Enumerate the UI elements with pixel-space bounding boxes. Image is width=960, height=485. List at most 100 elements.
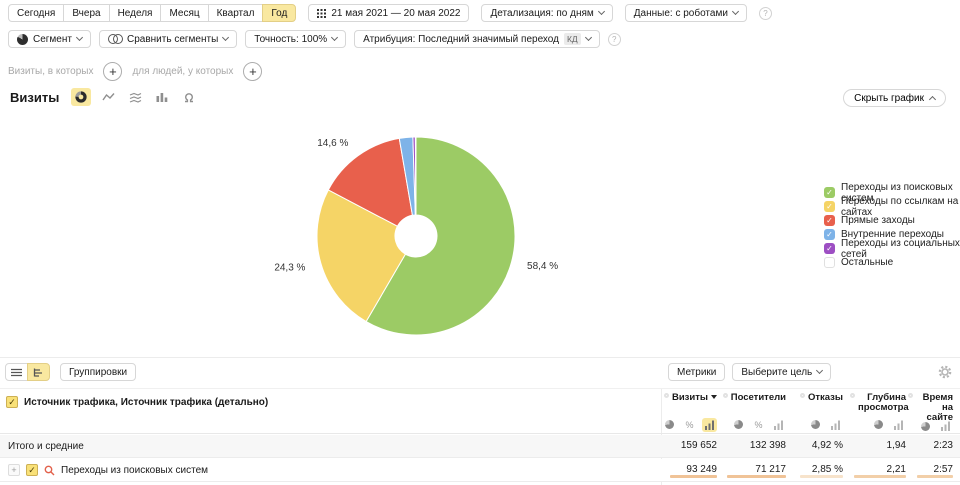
data-mode-dropdown[interactable]: Данные: с роботами bbox=[624, 4, 747, 22]
tree-view-icon bbox=[33, 368, 42, 377]
preset-week-button[interactable]: Неделя bbox=[108, 4, 162, 22]
select-all-checkbox[interactable] bbox=[6, 396, 18, 408]
legend-item[interactable]: Остальные bbox=[824, 257, 960, 268]
legend-item[interactable]: Переходы из поисковых систем bbox=[824, 182, 960, 204]
bars-icon bbox=[704, 420, 714, 430]
bars-view-toggle[interactable] bbox=[891, 418, 906, 432]
detalization-dropdown[interactable]: Детализация: по дням bbox=[481, 4, 613, 22]
chart-type-map-button[interactable] bbox=[179, 88, 199, 106]
percent-view-toggle[interactable] bbox=[751, 418, 766, 432]
mini-pie-icon bbox=[734, 420, 743, 429]
legend-checkbox[interactable] bbox=[824, 229, 835, 240]
legend-checkbox[interactable] bbox=[824, 215, 835, 226]
hide-chart-button[interactable]: Скрыть график bbox=[843, 89, 946, 107]
preset-month-button[interactable]: Месяц bbox=[160, 4, 209, 22]
pie-view-toggle[interactable] bbox=[731, 418, 746, 432]
date-range-picker-button[interactable]: 21 мая 2021 — 20 мая 2022 bbox=[308, 4, 470, 22]
column-header-visitors[interactable]: Посетители bbox=[722, 392, 786, 417]
pie-slice[interactable] bbox=[365, 136, 516, 336]
row-checkbox[interactable] bbox=[26, 464, 38, 476]
mini-pie-icon bbox=[665, 420, 674, 429]
add-people-filter-button[interactable] bbox=[243, 62, 263, 81]
legend-checkbox[interactable] bbox=[824, 187, 835, 198]
select-goal-dropdown[interactable]: Выберите цель bbox=[732, 363, 832, 381]
bars-icon bbox=[893, 420, 903, 430]
chart-type-lines-button[interactable] bbox=[98, 88, 118, 106]
totals-visits: 159 652 bbox=[680, 440, 717, 451]
segment-dropdown[interactable]: Сегмент bbox=[8, 30, 91, 48]
bars-icon bbox=[940, 421, 950, 431]
view-tree-button[interactable] bbox=[27, 363, 50, 381]
compare-segments-dropdown[interactable]: Сравнить сегменты bbox=[98, 30, 238, 48]
chart-type-pie-button[interactable] bbox=[71, 88, 92, 106]
totals-label-cell: Итого и средние bbox=[8, 435, 84, 457]
expand-row-button[interactable] bbox=[8, 464, 20, 476]
legend-checkbox[interactable] bbox=[824, 243, 835, 254]
metric-columns-header: Визиты Посетители bbox=[662, 389, 955, 433]
list-view-icon bbox=[11, 368, 22, 376]
legend-item[interactable]: Переходы по ссылкам на сайтах bbox=[824, 196, 960, 218]
column-header-bounces[interactable]: Отказы bbox=[799, 393, 843, 417]
bars-view-toggle[interactable] bbox=[771, 418, 786, 432]
pie-slice[interactable] bbox=[316, 189, 407, 323]
chart-type-columns-button[interactable] bbox=[152, 88, 172, 106]
attribution-dropdown[interactable]: Атрибуция: Последний значимый переход КД bbox=[354, 30, 600, 48]
column-header-time[interactable]: Время на сайте bbox=[908, 393, 953, 423]
groupings-button[interactable]: Группировки bbox=[60, 363, 137, 381]
row-visitors: 71 217 bbox=[755, 464, 786, 475]
bars-view-toggle[interactable] bbox=[702, 417, 717, 432]
preset-quarter-button[interactable]: Квартал bbox=[207, 4, 264, 22]
pie-view-toggle[interactable] bbox=[808, 418, 823, 432]
legend-label: Переходы из поисковых систем bbox=[841, 181, 953, 204]
table-row[interactable]: Переходы из поисковых систем 93 249 71 2… bbox=[0, 459, 960, 482]
add-visit-filter-button[interactable] bbox=[103, 62, 123, 81]
bars-view-toggle[interactable] bbox=[938, 419, 953, 433]
bars-view-toggle[interactable] bbox=[828, 418, 843, 432]
column-label: Посетители bbox=[730, 392, 786, 403]
chart-type-areas-button[interactable] bbox=[125, 88, 145, 106]
pie-slice[interactable] bbox=[414, 136, 417, 216]
legend-item[interactable]: Прямые заходы bbox=[824, 215, 960, 226]
pie-view-toggle[interactable] bbox=[918, 419, 933, 433]
visits-donut-chart[interactable]: 58,4 % 24,3 % 14,6 % bbox=[261, 120, 581, 352]
column-header-depth[interactable]: Глубина просмотра bbox=[850, 393, 909, 417]
totals-row: Итого и средние 159 652 132 398 4,92 % 1… bbox=[0, 435, 960, 458]
search-magnifier-icon[interactable] bbox=[44, 465, 55, 476]
metric-view-toggles bbox=[808, 417, 843, 432]
preset-today-button[interactable]: Сегодня bbox=[8, 4, 65, 22]
detalization-label: Детализация: по дням bbox=[490, 7, 594, 19]
legend-item[interactable]: Переходы из социальных сетей bbox=[824, 238, 960, 260]
map-pin-icon bbox=[185, 92, 194, 102]
preset-year-button[interactable]: Год bbox=[262, 4, 297, 22]
pie-view-toggle[interactable] bbox=[871, 418, 886, 432]
column-header-visits[interactable]: Визиты bbox=[663, 393, 717, 417]
compare-segments-icon bbox=[107, 34, 123, 44]
percent-view-toggle[interactable] bbox=[682, 418, 697, 432]
segment-label: Сегмент bbox=[33, 33, 72, 45]
value-bar bbox=[917, 475, 953, 478]
metric-info-icon bbox=[850, 393, 855, 398]
help-icon[interactable] bbox=[758, 6, 772, 20]
donut-chart-icon bbox=[75, 91, 87, 103]
metrics-button[interactable]: Метрики bbox=[668, 363, 726, 381]
legend-label: Переходы по ссылкам на сайтах bbox=[841, 195, 959, 218]
table-settings-button[interactable] bbox=[938, 365, 952, 382]
column-depth: Глубина просмотра bbox=[845, 389, 909, 433]
accuracy-dropdown[interactable]: Точность: 100% bbox=[245, 30, 347, 48]
chevron-down-icon bbox=[731, 7, 739, 16]
preset-yesterday-button[interactable]: Вчера bbox=[63, 4, 110, 22]
metric-view-toggles bbox=[918, 419, 953, 433]
compare-segments-label: Сравнить сегменты bbox=[126, 33, 219, 45]
legend-item[interactable]: Внутренние переходы bbox=[824, 229, 960, 240]
view-list-button[interactable] bbox=[5, 363, 28, 381]
value-bar bbox=[727, 475, 786, 478]
pie-slice[interactable] bbox=[327, 137, 414, 227]
pie-view-toggle[interactable] bbox=[662, 418, 677, 432]
totals-visitors: 132 398 bbox=[749, 440, 786, 451]
legend-checkbox[interactable] bbox=[824, 257, 835, 268]
row-label[interactable]: Переходы из поисковых систем bbox=[61, 464, 209, 476]
table-toolbar-right: Метрики Выберите цель bbox=[668, 363, 832, 381]
legend-checkbox[interactable] bbox=[824, 201, 835, 212]
chevron-down-icon bbox=[584, 33, 592, 42]
help-icon[interactable] bbox=[607, 32, 621, 46]
